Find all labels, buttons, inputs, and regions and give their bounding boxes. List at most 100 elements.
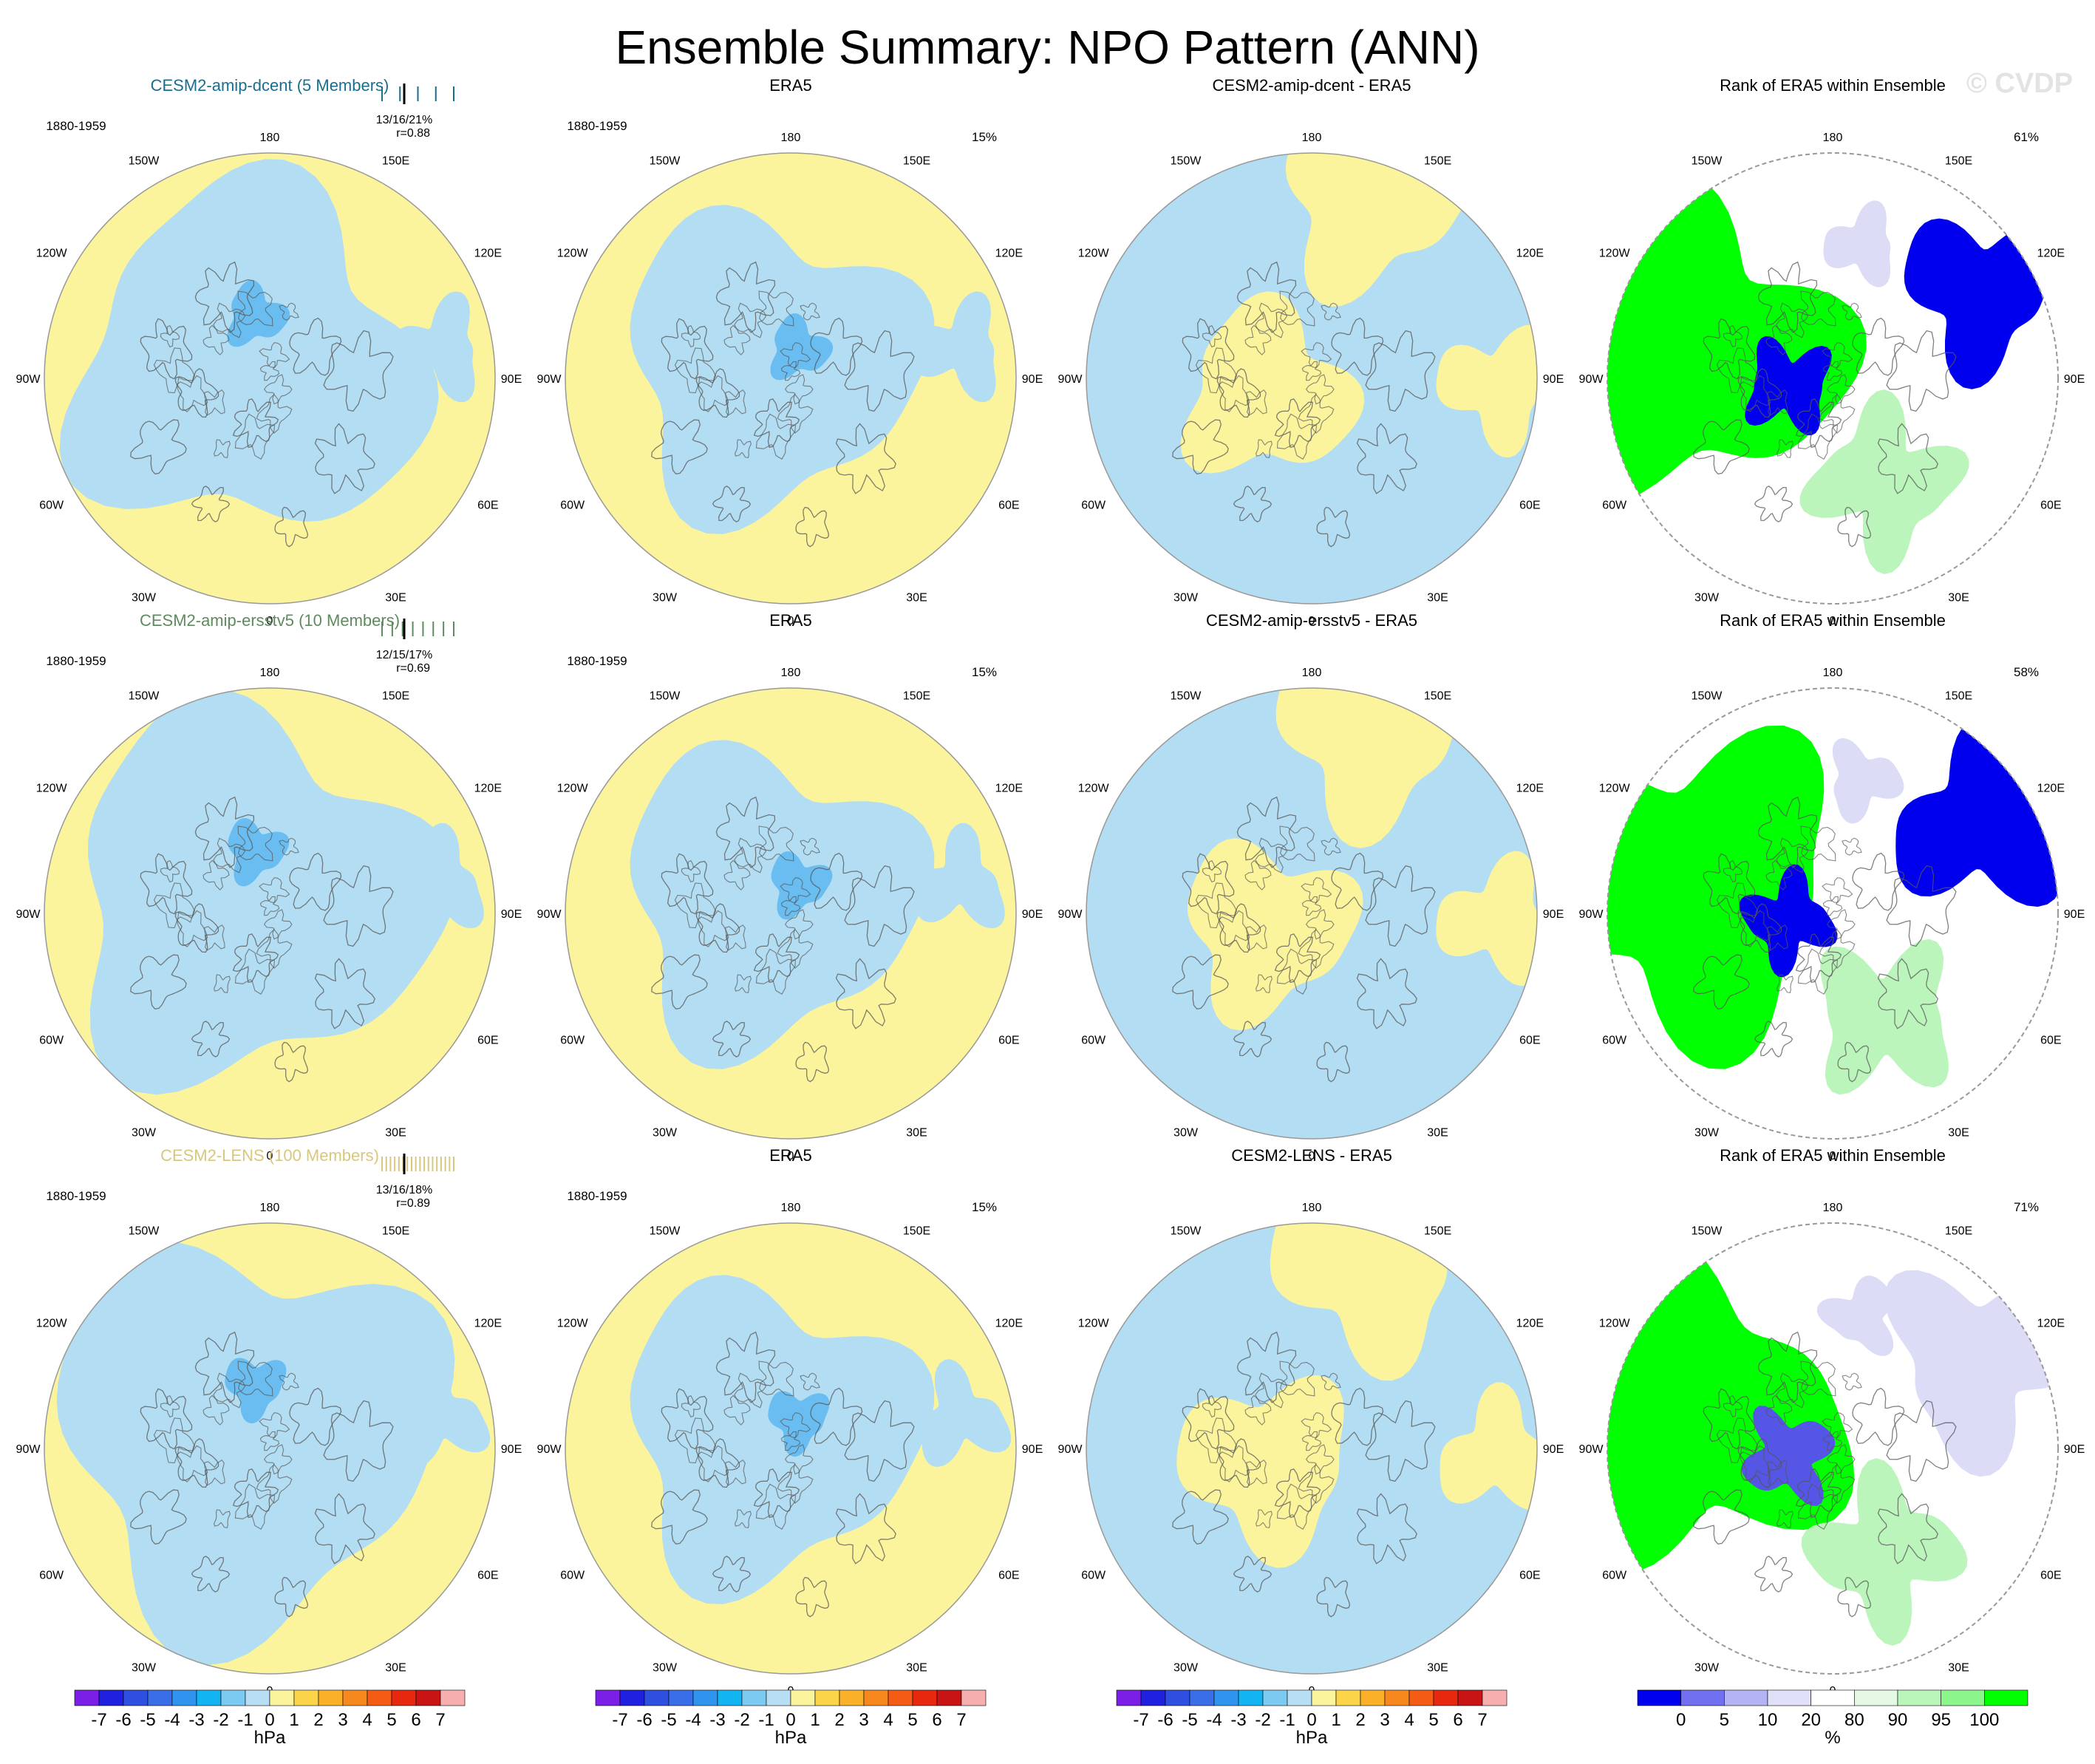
longitude-label: 150W (650, 690, 681, 703)
coastline (651, 419, 708, 475)
colorbar-box (74, 1689, 100, 1706)
island-outline (1218, 375, 1250, 412)
colorbar-box (391, 1689, 417, 1706)
coastline (1877, 423, 1938, 494)
island-outline (1321, 1372, 1341, 1391)
island-outline (1321, 302, 1341, 321)
island-outline (237, 290, 273, 327)
coastline (1886, 330, 1957, 412)
island-outline (758, 1361, 794, 1397)
negative-anomaly-region (394, 823, 484, 929)
island-outline (674, 347, 717, 394)
colorbar-label: -4 (164, 1710, 180, 1730)
panel-title: Rank of ERA5 within Ensemble (1720, 1146, 1946, 1165)
island-outline (1246, 389, 1267, 416)
coastline (194, 1331, 255, 1403)
longitude-label: 30E (1948, 591, 1969, 604)
coastline (1172, 419, 1229, 475)
coastline (1886, 865, 1957, 947)
colorbar-label: 5 (1428, 1710, 1438, 1730)
colorbar-box (1262, 1689, 1288, 1706)
coastline (1182, 1388, 1235, 1450)
coastline (314, 1493, 375, 1564)
period-label: 1880-1959 (567, 119, 627, 133)
island-outline (1305, 1444, 1335, 1475)
coastline (232, 933, 279, 983)
colorbar-box (1213, 1689, 1239, 1706)
map-boundary (565, 687, 1017, 1140)
longitude-label: 120W (1599, 1318, 1631, 1330)
island-outline (259, 896, 280, 916)
island-outline (1716, 1417, 1759, 1464)
coastline (1331, 317, 1384, 376)
coastline (1737, 368, 1782, 418)
colorbar-label: 100 (1969, 1710, 1999, 1730)
colorbar-box (863, 1689, 889, 1706)
coastline (1852, 1387, 1905, 1446)
colorbar-box (293, 1689, 319, 1706)
island-outline (153, 1417, 196, 1464)
island-outline (1739, 910, 1771, 947)
longitude-label: 90W (1579, 1443, 1604, 1456)
island-outline (681, 1395, 701, 1418)
longitude-label: 150E (1424, 1225, 1451, 1238)
colorbar-label: -6 (636, 1710, 652, 1730)
period-label: 1880-1959 (567, 1189, 627, 1203)
island-outline (735, 974, 752, 993)
island-outline (1255, 302, 1288, 338)
island-outline (213, 837, 246, 874)
coastline (795, 1041, 830, 1083)
coastline (695, 368, 740, 418)
coastline (130, 1489, 187, 1545)
colorbar-box (717, 1689, 743, 1706)
map-area (565, 153, 1016, 604)
colorbar-label: -7 (612, 1710, 627, 1730)
coastline (274, 1576, 309, 1618)
coastline (314, 423, 375, 494)
island-outline (160, 325, 180, 348)
colorbar-box (342, 1689, 368, 1706)
coastline (1182, 853, 1235, 915)
island-outline (758, 290, 794, 327)
longitude-label: 120E (995, 783, 1023, 795)
island-outline (725, 389, 746, 416)
longitude-label: 60E (2040, 1570, 2061, 1582)
coastline (1365, 330, 1436, 412)
model-panel: 180 150E 120E 90E 60E 30E 0 30W 60W 90W 120W 150W CE… (16, 76, 522, 627)
island-outline (1298, 393, 1335, 434)
colorbar-box (595, 1689, 621, 1706)
coastline (712, 1021, 752, 1058)
map-area (565, 1223, 1016, 1674)
island-outline (725, 924, 746, 951)
coastline (314, 958, 375, 1029)
colorbar-unit: % (1825, 1728, 1840, 1748)
coastline (753, 933, 800, 983)
colorbar-label: -3 (709, 1710, 725, 1730)
strong-negative-center (768, 1391, 830, 1457)
island-outline (1723, 1395, 1743, 1418)
longitude-label: 150E (1424, 155, 1451, 168)
colorbar-label: 4 (1404, 1710, 1414, 1730)
map-area (565, 688, 1016, 1139)
longitude-label: 150E (1945, 690, 1972, 703)
colorbar-box (814, 1689, 840, 1706)
longitude-label: 120W (557, 1318, 589, 1330)
island-outline (1301, 896, 1322, 916)
island-outline (1822, 361, 1843, 381)
longitude-label: 30E (1948, 1661, 1969, 1674)
island-outline (1765, 324, 1793, 355)
variance-stats: 12/15/17% (376, 649, 433, 661)
colorbar-box (936, 1689, 962, 1706)
panel-title: ERA5 (769, 611, 811, 630)
colorbar-box (171, 1689, 197, 1706)
colorbar-box (1384, 1689, 1410, 1706)
period-label: 1880-1959 (46, 654, 106, 668)
island-outline (214, 1509, 231, 1528)
longitude-label: 90W (1058, 373, 1083, 386)
longitude-label: 150E (1945, 1225, 1972, 1238)
island-outline (1767, 389, 1788, 416)
island-outline (1279, 1361, 1315, 1397)
island-outline (1777, 439, 1793, 458)
colorbar-box (1238, 1689, 1264, 1706)
